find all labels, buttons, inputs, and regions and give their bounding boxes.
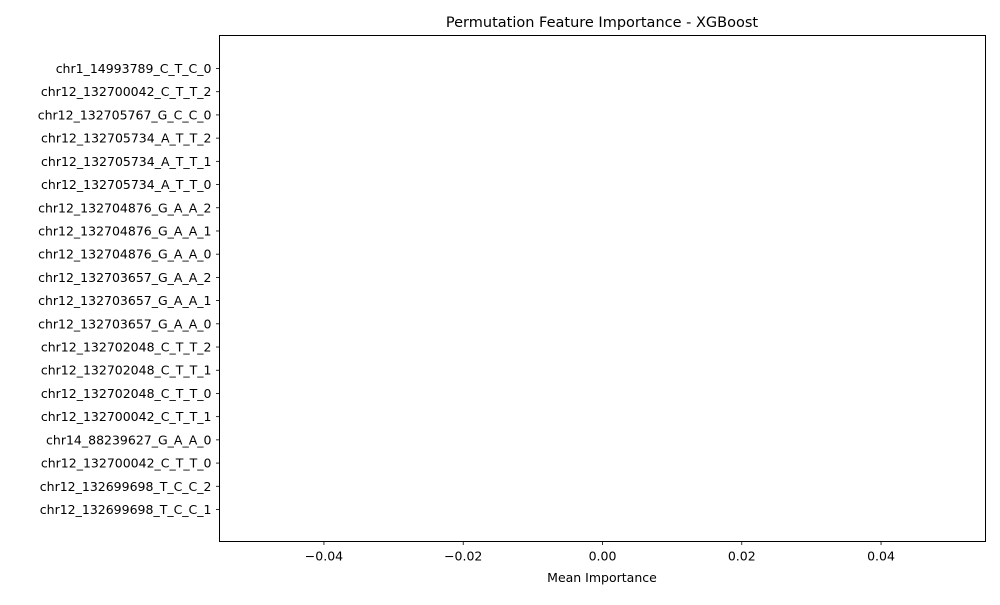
y-tick-label-16: chr14_88239627_G_A_A_0: [46, 432, 212, 447]
y-tick-label-14: chr12_132702048_C_T_T_0: [41, 386, 212, 401]
y-tick-label-9: chr12_132703657_G_A_A_2: [38, 270, 211, 285]
y-tick-label-5: chr12_132705734_A_T_T_0: [41, 177, 211, 192]
y-tick-label-17: chr12_132700042_C_T_T_0: [41, 456, 212, 471]
y-tick-label-2: chr12_132705767_G_C_C_0: [38, 107, 212, 122]
y-tick-label-18: chr12_132699698_T_C_C_2: [40, 479, 212, 494]
y-tick-label-13: chr12_132702048_C_T_T_1: [41, 363, 212, 378]
y-tick-label-10: chr12_132703657_G_A_A_1: [38, 293, 211, 308]
y-tick-label-11: chr12_132703657_G_A_A_0: [38, 316, 211, 331]
y-tick-label-4: chr12_132705734_A_T_T_1: [41, 154, 211, 169]
y-tick-label-7: chr12_132704876_G_A_A_1: [38, 223, 211, 238]
y-tick-label-19: chr12_132699698_T_C_C_1: [40, 502, 212, 517]
plot-frame: [219, 35, 986, 542]
x-tick-label-4: 0.04: [867, 549, 895, 564]
x-tick-label-3: 0.02: [728, 549, 756, 564]
x-tick-label-1: −0.02: [444, 549, 482, 564]
x-tick-label-0: −0.04: [305, 549, 343, 564]
y-tick-label-3: chr12_132705734_A_T_T_2: [41, 131, 211, 146]
x-tick-label-2: 0.00: [589, 549, 617, 564]
y-axis: chr1_14993789_C_T_C_0 chr12_132700042_C_T…: [38, 61, 220, 517]
x-axis: −0.04 −0.02 0.00 0.02 0.04: [305, 541, 895, 564]
y-tick-label-6: chr12_132704876_G_A_A_2: [38, 200, 211, 215]
y-tick-label-8: chr12_132704876_G_A_A_0: [38, 247, 211, 262]
y-tick-label-12: chr12_132702048_C_T_T_2: [41, 340, 212, 355]
x-axis-label: Mean Importance: [547, 570, 657, 585]
y-tick-label-0: chr1_14993789_C_T_C_0: [56, 61, 212, 76]
chart-title: Permutation Feature Importance - XGBoost: [446, 15, 758, 31]
y-tick-label-1: chr12_132700042_C_T_T_2: [41, 84, 212, 99]
y-tick-label-15: chr12_132700042_C_T_T_1: [41, 409, 212, 424]
